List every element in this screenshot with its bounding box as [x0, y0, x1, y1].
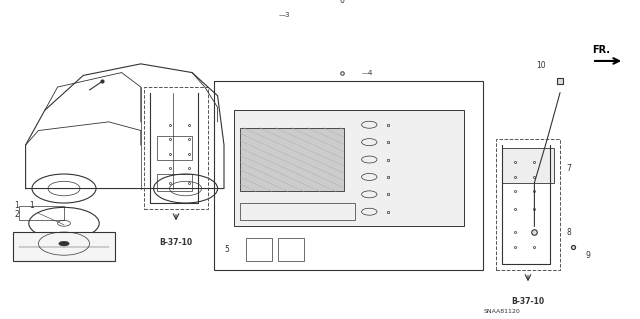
Bar [144, 87, 208, 209]
Text: 8: 8 [566, 227, 571, 236]
Bar [240, 128, 344, 191]
Bar [19, 206, 64, 220]
Bar [502, 148, 554, 183]
Text: SNAA81120: SNAA81120 [484, 309, 521, 314]
Bar [157, 136, 192, 160]
Text: 6: 6 [340, 0, 345, 4]
Bar [246, 238, 272, 261]
Text: 1: 1 [15, 201, 19, 211]
Bar [157, 174, 192, 191]
Text: —4: —4 [362, 70, 373, 76]
Text: —3: —3 [278, 11, 290, 18]
FancyBboxPatch shape [13, 232, 115, 261]
Bar [240, 203, 355, 220]
Text: 10: 10 [536, 61, 546, 70]
Text: 9: 9 [586, 251, 591, 260]
Text: B-37-10: B-37-10 [159, 238, 193, 247]
Bar [234, 110, 464, 226]
Text: FR.: FR. [592, 45, 610, 55]
Circle shape [59, 241, 69, 246]
Text: 2: 2 [15, 210, 19, 219]
Text: 5: 5 [225, 245, 230, 254]
Bar [278, 238, 304, 261]
Text: 7: 7 [566, 164, 572, 173]
Bar [496, 139, 560, 270]
Bar [214, 81, 483, 270]
Text: B-37-10: B-37-10 [511, 297, 545, 306]
Text: 1: 1 [29, 201, 35, 211]
